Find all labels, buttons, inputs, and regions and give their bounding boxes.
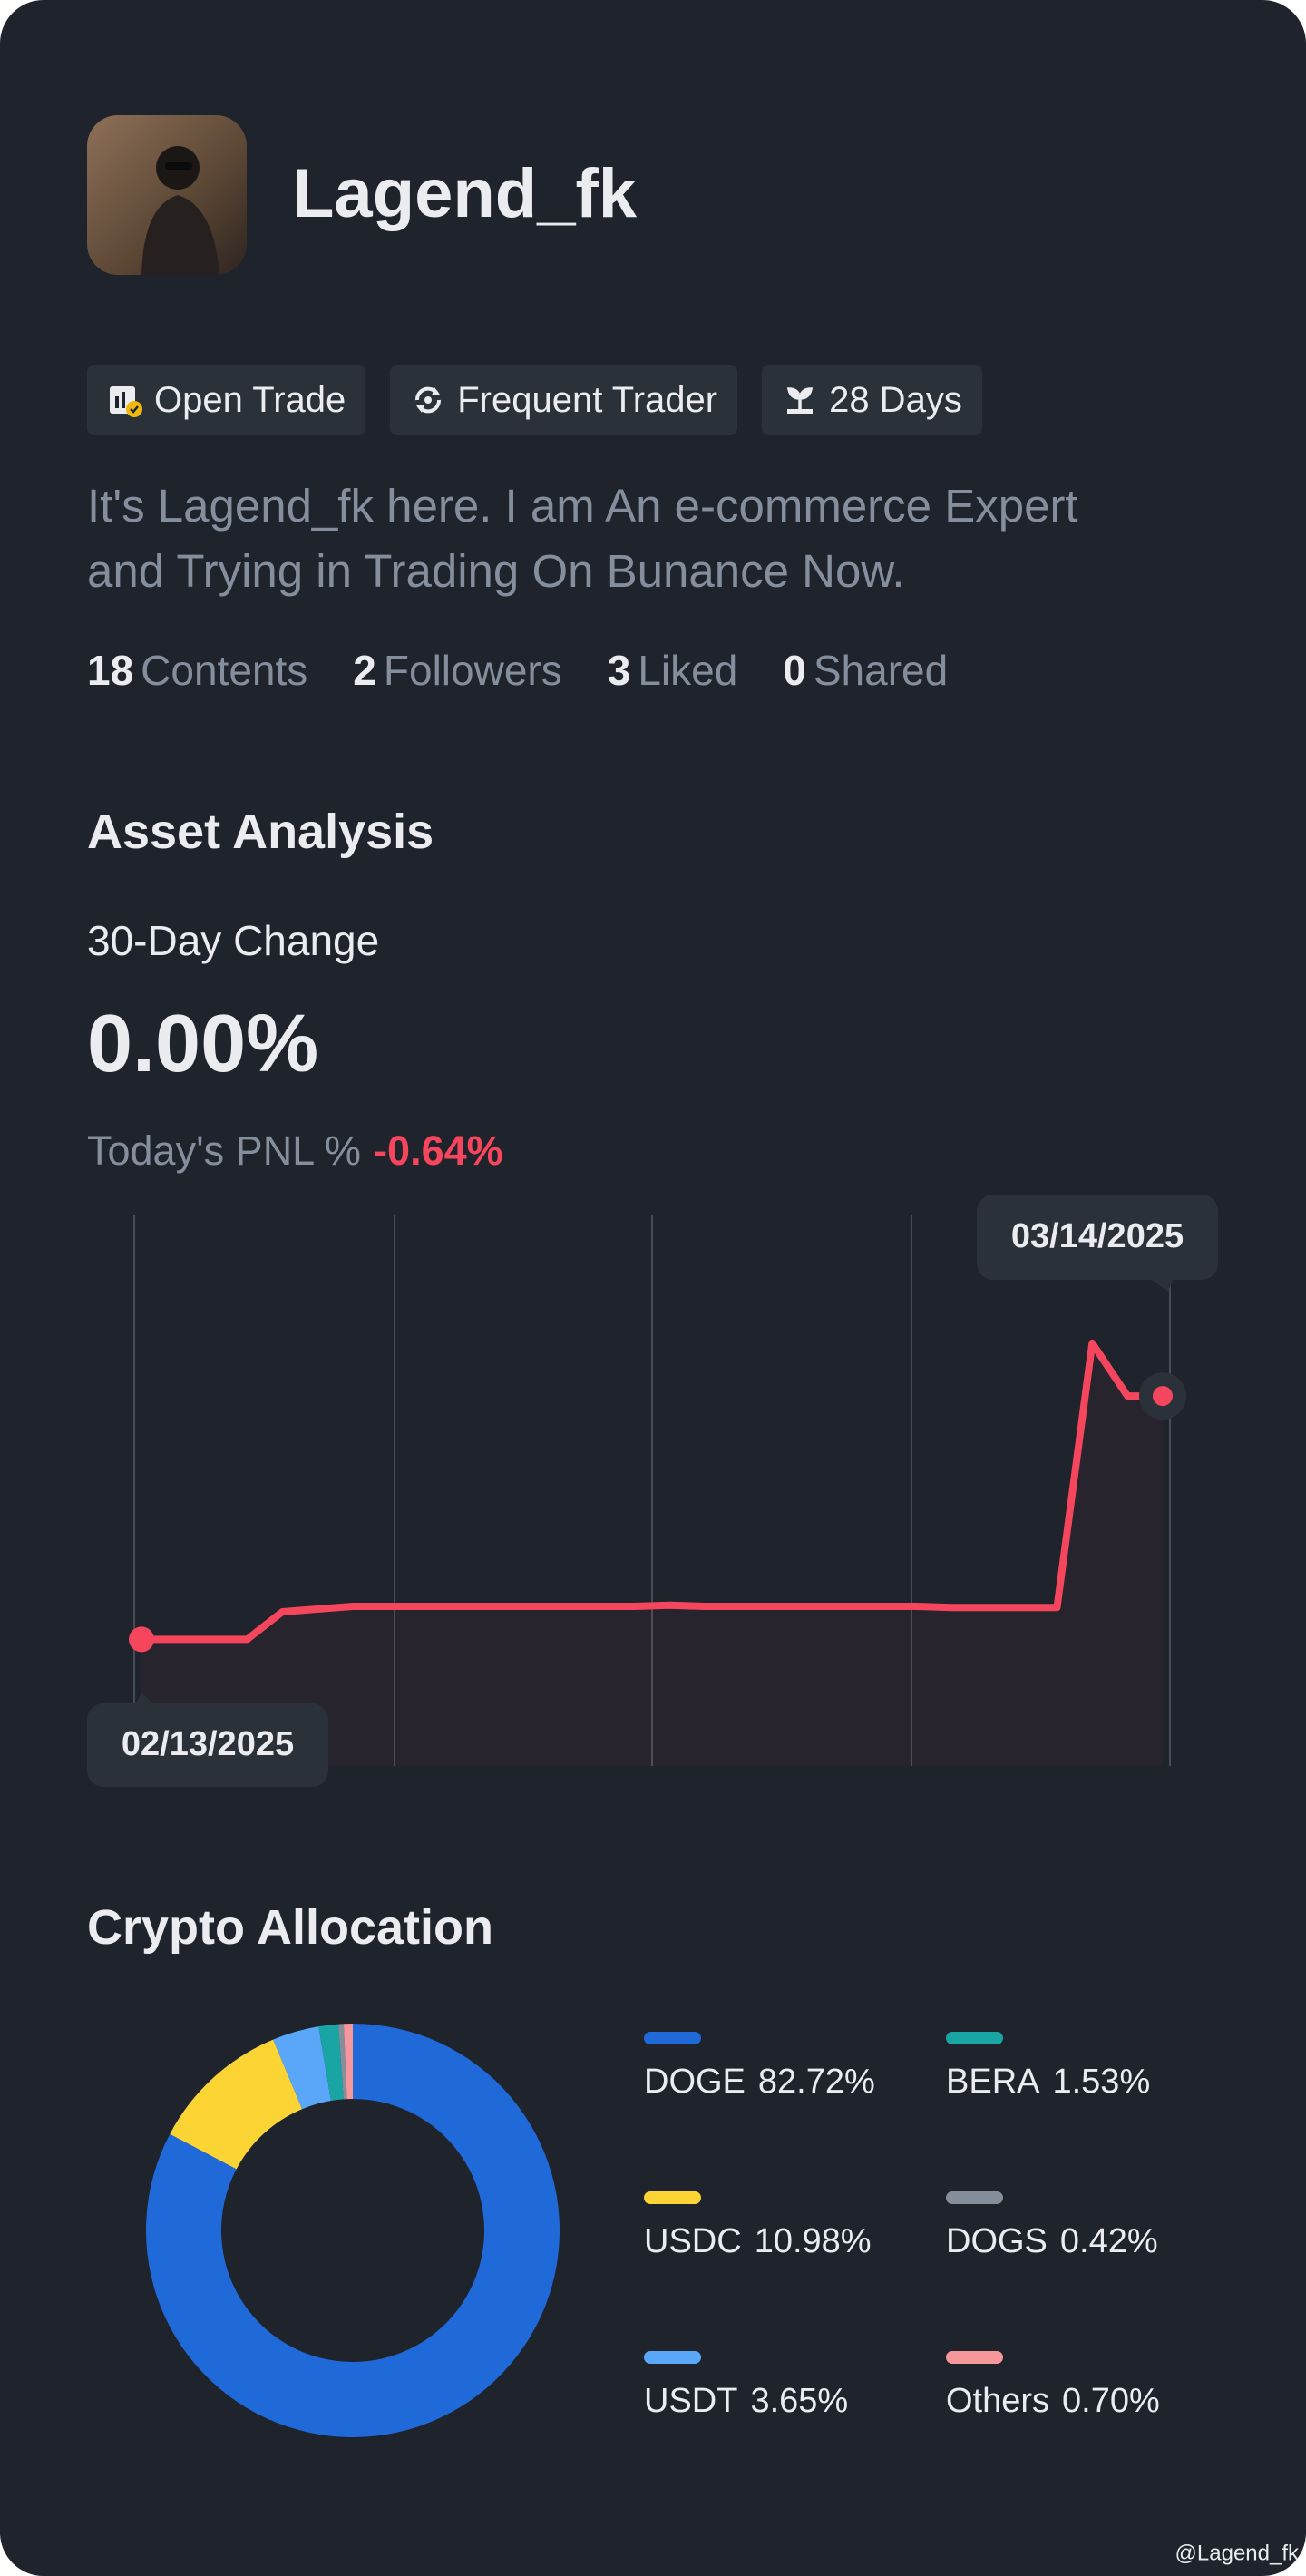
- watermark: @Lagend_fk: [1175, 2541, 1300, 2565]
- tooltip-pointer: [136, 1693, 152, 1703]
- stat[interactable]: 0 Shared: [783, 646, 948, 695]
- stats: 18 Contents 2 Followers 3 Liked 0 Shared: [87, 646, 948, 695]
- tag-text: 28 Days: [829, 379, 962, 420]
- start-date: 02/13/2025: [122, 1725, 294, 1763]
- legend-name: USDC: [644, 2222, 742, 2260]
- tag[interactable]: Open Trade: [87, 365, 366, 435]
- stat-count: 0: [783, 647, 806, 694]
- legend-swatch: [946, 2191, 1003, 2204]
- tag-icon: [110, 386, 142, 417]
- tag[interactable]: 28 Days: [762, 365, 982, 435]
- tooltip-pointer: [1150, 1279, 1174, 1292]
- donut-slice: [273, 2026, 331, 2110]
- line: [138, 1339, 1166, 1644]
- legend-entry: Others 0.70%: [946, 2382, 1160, 2420]
- stat[interactable]: 2 Followers: [353, 646, 561, 695]
- legend-swatch: [644, 2351, 701, 2364]
- legend-entry: DOGE 82.72%: [644, 2063, 875, 2101]
- legend-entry: USDC 10.98%: [644, 2222, 872, 2260]
- end-point: [1153, 1386, 1173, 1407]
- stat-count: 18: [87, 647, 134, 694]
- legend-value: 3.65%: [750, 2382, 848, 2420]
- change-label: 30-Day Change: [87, 917, 380, 964]
- section-title: Asset Analysis: [87, 805, 434, 859]
- tag-icon: [786, 387, 814, 414]
- tag[interactable]: Frequent Trader: [390, 365, 738, 435]
- donut-slice: [170, 2039, 303, 2170]
- line-area: [141, 1342, 1163, 1766]
- tag-text: Frequent Trader: [457, 379, 718, 420]
- stat-label: Followers: [383, 647, 562, 694]
- avatar[interactable]: [87, 115, 247, 275]
- legend-entry: BERA 1.53%: [946, 2063, 1150, 2101]
- legend-entry: DOGS 0.42%: [946, 2222, 1158, 2260]
- legend-value: 1.53%: [1052, 2063, 1150, 2101]
- stat[interactable]: 18 Contents: [87, 646, 307, 695]
- start-point: [129, 1626, 154, 1653]
- username: Lagend_fk: [292, 155, 638, 232]
- tag-list: Open Trade Frequent Trader 28 Days: [87, 365, 982, 435]
- tooltip: [977, 1195, 1218, 1280]
- legend-swatch: [644, 2032, 701, 2044]
- tag-text: Open Trade: [154, 379, 346, 420]
- tag-icon: [415, 386, 442, 414]
- legend-value: 10.98%: [755, 2222, 872, 2260]
- pnl-label: Today's PNL %: [87, 1127, 362, 1174]
- section-title: Crypto Allocation: [87, 1900, 494, 1955]
- bio-line: and Trying in Trading On Bunance Now.: [87, 545, 905, 597]
- legend-name: DOGE: [644, 2063, 746, 2101]
- end-date: 03/14/2025: [1011, 1217, 1184, 1255]
- legend-swatch: [946, 2032, 1003, 2044]
- legend-name: DOGS: [946, 2222, 1048, 2260]
- donut-slice: [337, 2024, 347, 2100]
- stat-count: 2: [353, 647, 376, 694]
- legend-value: 0.42%: [1060, 2222, 1158, 2260]
- pnl-value: -0.64%: [374, 1127, 503, 1174]
- donut-slice: [145, 2024, 560, 2437]
- avatar-image: [87, 115, 247, 275]
- legend-swatch: [946, 2351, 1003, 2364]
- legend-name: BERA: [946, 2063, 1040, 2101]
- stat-count: 3: [607, 647, 631, 694]
- bio-line: It's Lagend_fk here. I am An e-commerce …: [87, 480, 1078, 532]
- donut-slice: [318, 2024, 344, 2102]
- stat-label: Contents: [141, 647, 308, 694]
- legend-name: Others: [946, 2382, 1049, 2420]
- stat-label: Shared: [813, 647, 949, 694]
- tooltip: [87, 1703, 328, 1787]
- stat[interactable]: 3 Liked: [608, 646, 738, 695]
- donut-slice: [343, 2024, 353, 2100]
- legend-value: 82.72%: [758, 2063, 875, 2101]
- stat-label: Liked: [638, 647, 738, 694]
- legend-swatch: [644, 2191, 701, 2204]
- legend-entry: USDT 3.65%: [644, 2382, 848, 2420]
- pnl: Today's PNL % -0.64%: [87, 1127, 503, 1175]
- legend-value: 0.70%: [1062, 2382, 1160, 2420]
- change-value: 0.00%: [87, 999, 319, 1089]
- legend-name: USDT: [644, 2382, 737, 2420]
